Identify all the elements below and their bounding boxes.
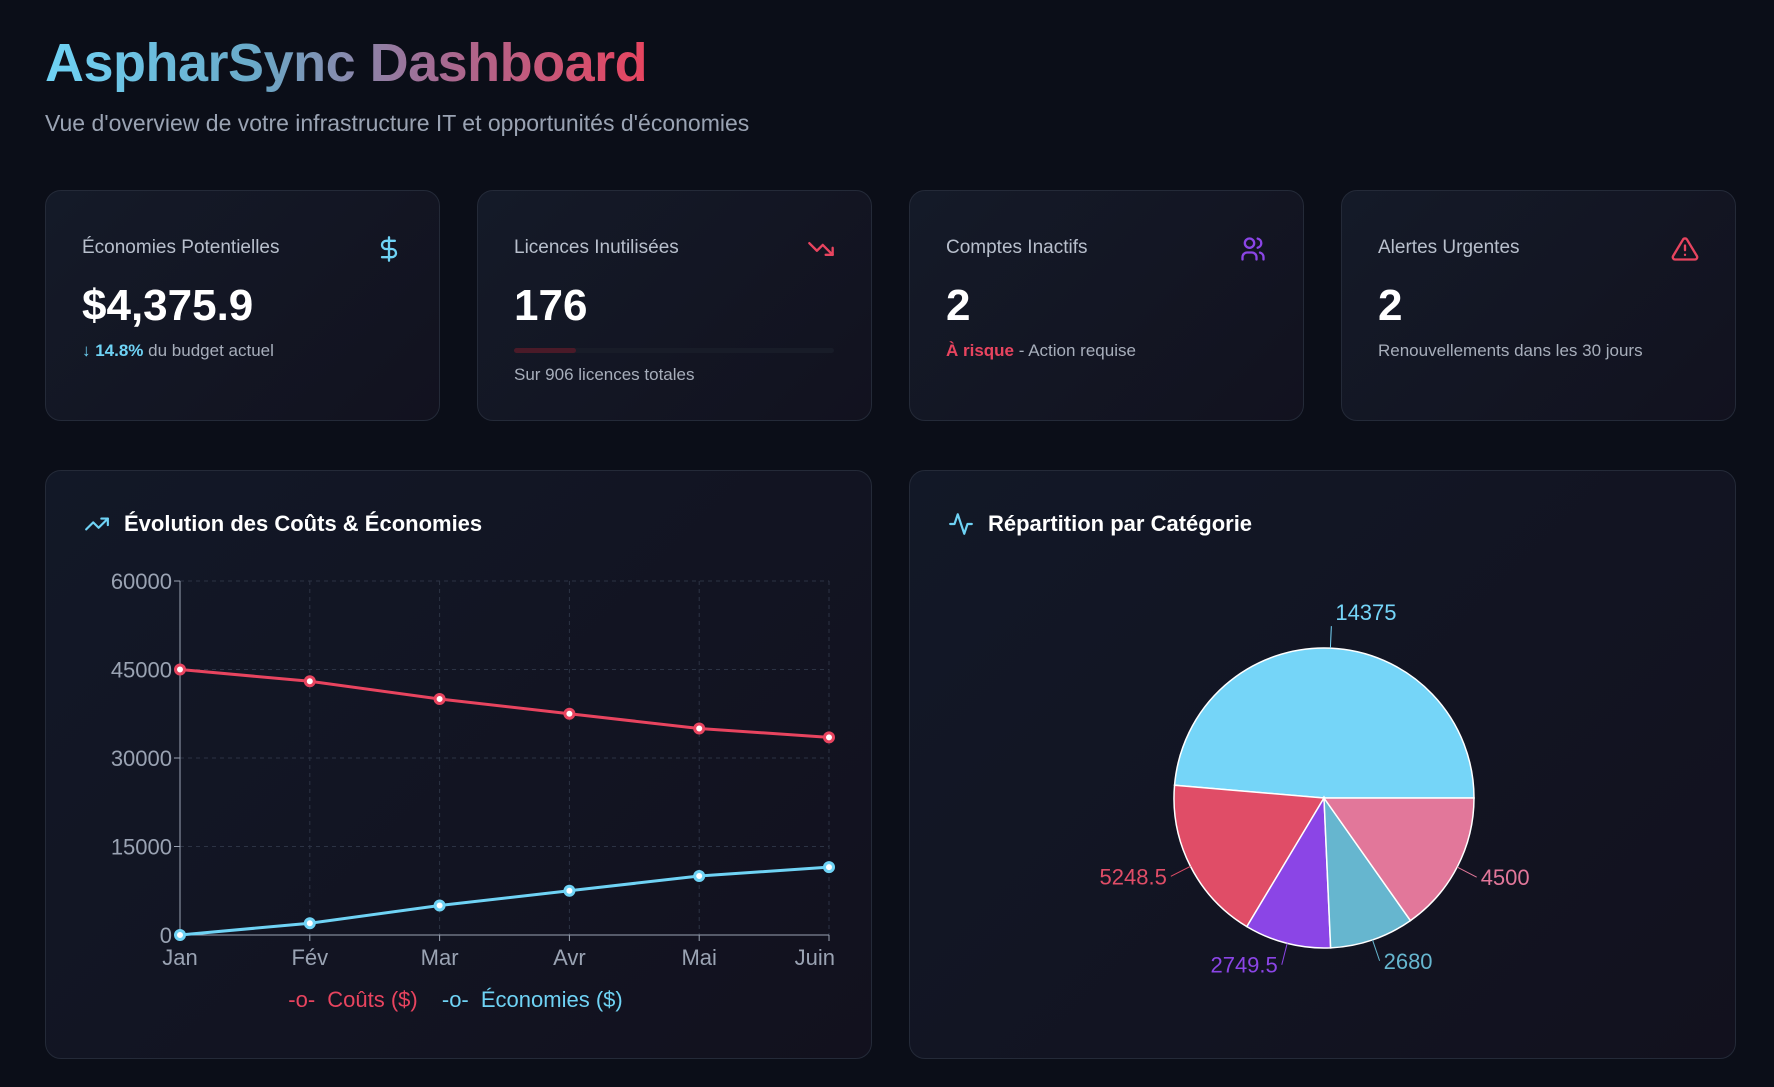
pie-slice <box>1245 795 1332 949</box>
pie-slice <box>1322 797 1475 922</box>
data-point <box>174 663 186 676</box>
card-label: Licences Inutilisées <box>514 237 679 258</box>
card-label: Alertes Urgentes <box>1378 237 1520 258</box>
series-line-0 <box>179 668 830 739</box>
label-line <box>1329 626 1332 649</box>
pie-slice <box>1173 647 1475 799</box>
slice-label: 5248.5 <box>1100 864 1167 889</box>
page-title: AspharSync Dashboard <box>45 33 648 93</box>
y-tick-label: 60000 <box>111 569 172 594</box>
alert-triangle-icon <box>1671 237 1699 261</box>
legend-label: Économies ($) <box>480 987 623 1012</box>
legend-item-costs[interactable]: -o- Coûts ($) <box>288 987 418 1012</box>
data-point <box>563 884 576 897</box>
data-point <box>433 899 446 912</box>
card-value: 2 <box>1378 281 1403 330</box>
budget-delta-text: du budget actuel <box>143 341 274 360</box>
card-value: 176 <box>514 281 588 330</box>
data-point <box>823 731 835 744</box>
card-inactive-accounts: Comptes Inactifs 2 À risque - Action req… <box>909 190 1304 421</box>
card-subtext: Sur 906 licences totales <box>514 365 695 384</box>
x-tick-label: Mar <box>421 945 459 970</box>
slice-label: 14375 <box>1335 600 1396 625</box>
x-tick-label: Fév <box>291 945 328 970</box>
series-line-1 <box>179 865 830 937</box>
label-line <box>1281 943 1288 965</box>
x-tick-label: Mai <box>681 945 716 970</box>
card-label: Comptes Inactifs <box>946 237 1088 258</box>
panel-title: Évolution des Coûts & Économies <box>124 511 483 536</box>
pie-slice <box>1323 795 1412 949</box>
slice-label: 2680 <box>1384 949 1433 974</box>
label-line <box>1372 939 1381 961</box>
trending-up-icon <box>85 517 109 531</box>
x-tick-label: Avr <box>553 945 586 970</box>
x-tick-label: Jan <box>162 945 197 970</box>
line-chart: 0 15000 30000 45000 60000 Jan Fév Mar Avr Mai Juin <box>111 569 835 970</box>
trending-down-icon <box>808 242 834 256</box>
risk-label: À risque <box>946 341 1015 360</box>
data-point <box>174 929 186 941</box>
pie-slice <box>1173 784 1326 928</box>
legend-item-savings[interactable]: -o- Économies ($) <box>441 987 623 1012</box>
card-subtext: ↓ 14.8% du budget actuel <box>82 341 274 361</box>
slice-label: 4500 <box>1481 865 1530 890</box>
card-label: Économies Potentielles <box>82 237 280 258</box>
data-point <box>433 693 446 705</box>
card-potential-savings: Économies Potentielles $4,375.9 ↓ 14.8% … <box>45 190 440 421</box>
card-value: $4,375.9 <box>82 281 254 330</box>
users-icon <box>1241 237 1265 261</box>
y-tick-label: 30000 <box>111 746 172 771</box>
panel-title: Répartition par Catégorie <box>988 511 1253 536</box>
x-tick-label: Juin <box>795 945 835 970</box>
data-point <box>823 861 835 874</box>
license-progress-bar <box>514 348 834 353</box>
data-point <box>563 707 576 720</box>
legend-label: Coûts ($) <box>327 987 418 1012</box>
category-breakdown-panel: Répartition par Catégorie 14375 5248.5 274… <box>909 470 1736 1059</box>
data-point <box>693 722 706 735</box>
cost-evolution-panel: Évolution des Coûts & Économies 0 15000 30… <box>45 470 872 1059</box>
card-unused-licenses: Licences Inutilisées 176 Sur 906 licence… <box>477 190 872 421</box>
card-subtext: À risque - Action requise <box>946 341 1136 361</box>
y-tick-label: 0 <box>160 923 172 948</box>
dollar-icon <box>380 236 398 262</box>
risk-text: - Action requise <box>1014 341 1136 360</box>
data-point <box>693 870 706 882</box>
pie-chart: 14375 5248.5 2749.5 2680 4500 <box>1100 600 1530 978</box>
slice-label: 2749.5 <box>1210 953 1277 978</box>
chart-legend: -o- Coûts ($) -o- Économies ($) <box>46 987 871 1013</box>
data-point <box>303 917 316 930</box>
activity-icon <box>949 513 973 535</box>
label-line <box>1456 866 1477 878</box>
card-subtext: Renouvellements dans les 30 jours <box>1378 341 1643 360</box>
label-line <box>1170 865 1191 877</box>
card-urgent-alerts: Alertes Urgentes 2 Renouvellements dans … <box>1341 190 1736 421</box>
y-tick-label: 45000 <box>111 658 172 683</box>
budget-delta: ↓ 14.8% <box>82 341 144 360</box>
card-value: 2 <box>946 281 971 330</box>
page-subtitle: Vue d'overview de votre infrastructure I… <box>45 110 750 136</box>
data-point <box>303 675 316 688</box>
y-tick-label: 15000 <box>111 835 172 860</box>
